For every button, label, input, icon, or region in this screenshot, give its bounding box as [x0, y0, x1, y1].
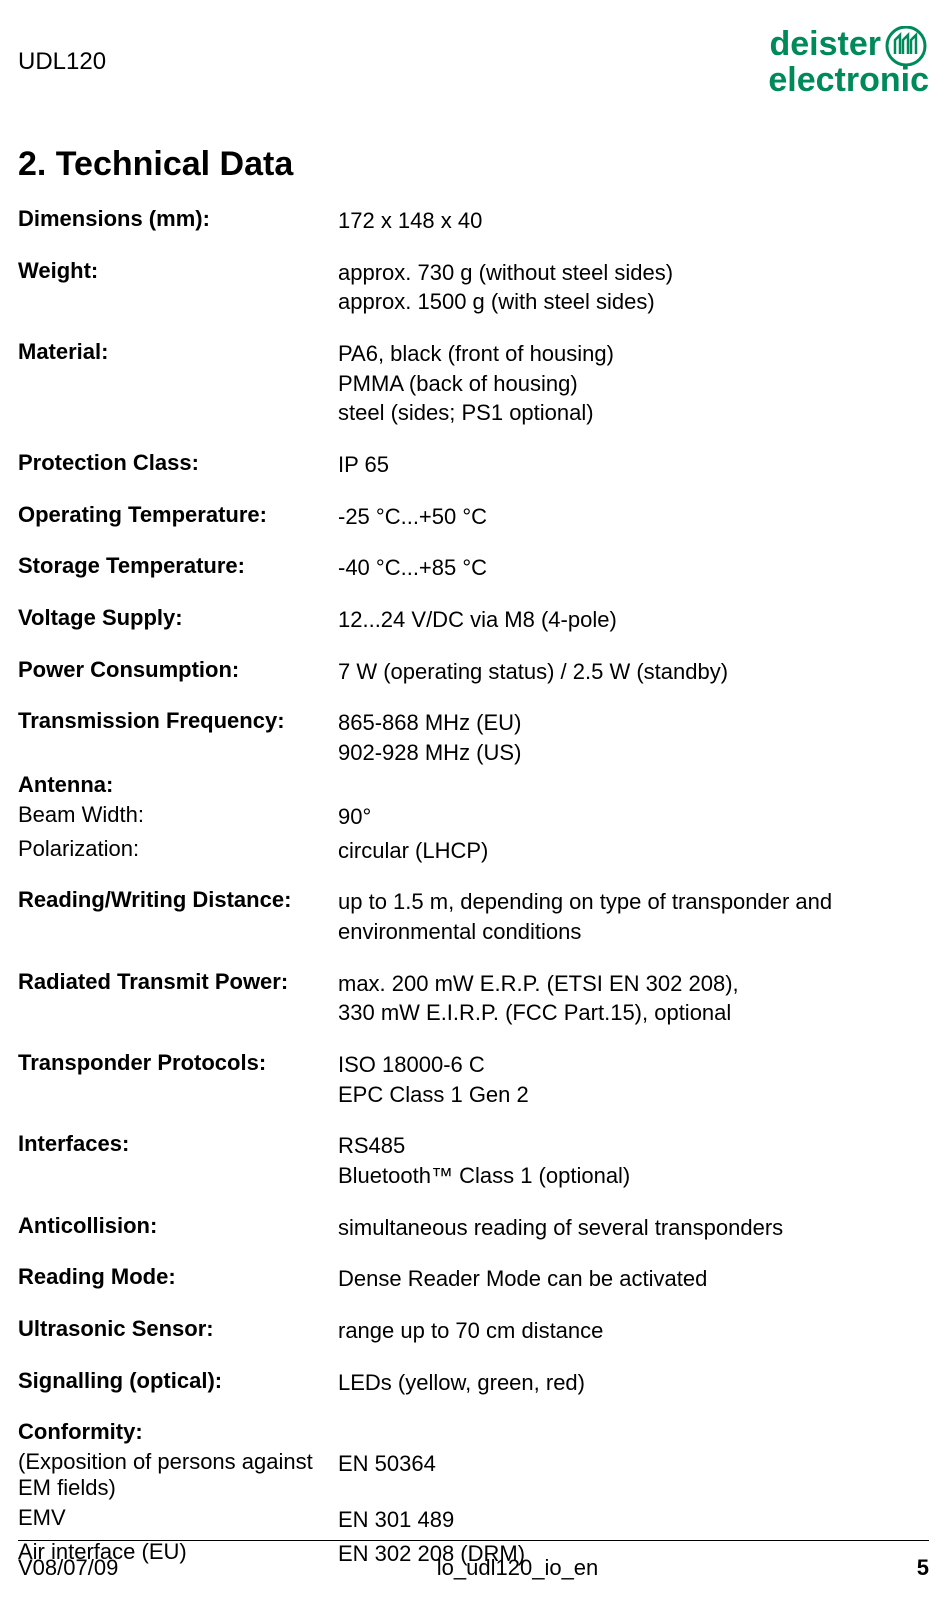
spec-value: 12...24 V/DC via M8 (4-pole) — [338, 605, 929, 635]
spec-value: LEDs (yellow, green, red) — [338, 1368, 929, 1398]
spec-value: range up to 70 cm distance — [338, 1316, 929, 1346]
spec-value: EN 50364 — [338, 1449, 929, 1479]
spec-label: Reading Mode: — [18, 1264, 338, 1290]
spec-label: Voltage Supply: — [18, 605, 338, 631]
spec-value: circular (LHCP) — [338, 836, 929, 866]
spec-label: Transponder Protocols: — [18, 1050, 338, 1076]
spec-label: Dimensions (mm): — [18, 206, 338, 232]
spec-value: 172 x 148 x 40 — [338, 206, 929, 236]
spec-label: Operating Temperature: — [18, 502, 338, 528]
spec-label: Protection Class: — [18, 450, 338, 476]
spec-row: Operating Temperature:-25 °C...+50 °C — [18, 502, 929, 532]
spec-value: -25 °C...+50 °C — [338, 502, 929, 532]
logo-icon — [883, 26, 929, 66]
spec-label: Anticollision: — [18, 1213, 338, 1239]
spec-row: Voltage Supply:12...24 V/DC via M8 (4-po… — [18, 605, 929, 635]
spec-value: 7 W (operating status) / 2.5 W (standby) — [338, 657, 929, 687]
spec-label: Power Consumption: — [18, 657, 338, 683]
spec-row: Reading Mode:Dense Reader Mode can be ac… — [18, 1264, 929, 1294]
spec-row: EMVEN 301 489 — [18, 1505, 929, 1535]
spec-label: Weight: — [18, 258, 338, 284]
spec-label: Beam Width: — [18, 802, 338, 828]
spec-label: Ultrasonic Sensor: — [18, 1316, 338, 1342]
spec-row: Reading/Writing Distance:up to 1.5 m, de… — [18, 887, 929, 946]
spec-value: Dense Reader Mode can be activated — [338, 1264, 929, 1294]
page-footer: V08/07/09 lo_udl120_io_en 5 — [18, 1540, 929, 1581]
spec-row: Conformity: — [18, 1419, 929, 1445]
spec-row: Signalling (optical):LEDs (yellow, green… — [18, 1368, 929, 1398]
spec-row: Transmission Frequency:865-868 MHz (EU)9… — [18, 708, 929, 767]
footer-version: V08/07/09 — [18, 1555, 118, 1581]
spec-row: (Exposition of persons against EM fields… — [18, 1449, 929, 1501]
document-id: UDL120 — [18, 48, 106, 76]
spec-row: Beam Width:90° — [18, 802, 929, 832]
page-header: UDL120 deister electronic — [18, 30, 929, 95]
spec-label: Signalling (optical): — [18, 1368, 338, 1394]
spec-value: EN 301 489 — [338, 1505, 929, 1535]
spec-value: ISO 18000-6 CEPC Class 1 Gen 2 — [338, 1050, 929, 1109]
company-logo: deister electronic — [738, 30, 929, 95]
spec-label: Interfaces: — [18, 1131, 338, 1157]
spec-label: Material: — [18, 339, 338, 365]
spec-row: Dimensions (mm):172 x 148 x 40 — [18, 206, 929, 236]
spec-value: 90° — [338, 802, 929, 832]
spec-value: PA6, black (front of housing)PMMA (back … — [338, 339, 929, 428]
spec-label: (Exposition of persons against EM fields… — [18, 1449, 338, 1501]
spec-label: Radiated Transmit Power: — [18, 969, 338, 995]
spec-value: 865-868 MHz (EU)902-928 MHz (US) — [338, 708, 929, 767]
spec-row: Material:PA6, black (front of housing)PM… — [18, 339, 929, 428]
spec-value: simultaneous reading of several transpon… — [338, 1213, 929, 1243]
spec-row: Weight:approx. 730 g (without steel side… — [18, 258, 929, 317]
section-title: 2. Technical Data — [18, 145, 929, 184]
spec-value: max. 200 mW E.R.P. (ETSI EN 302 208),330… — [338, 969, 929, 1028]
spec-label: EMV — [18, 1505, 338, 1531]
spec-label: Antenna: — [18, 772, 338, 798]
spec-value: -40 °C...+85 °C — [338, 553, 929, 583]
spec-row: Protection Class:IP 65 — [18, 450, 929, 480]
spec-label: Reading/Writing Distance: — [18, 887, 338, 913]
spec-label: Transmission Frequency: — [18, 708, 338, 734]
spec-row: Power Consumption:7 W (operating status)… — [18, 657, 929, 687]
spec-row: Radiated Transmit Power:max. 200 mW E.R.… — [18, 969, 929, 1028]
footer-filename: lo_udl120_io_en — [437, 1555, 599, 1581]
spec-label: Conformity: — [18, 1419, 338, 1445]
spec-row: Storage Temperature:-40 °C...+85 °C — [18, 553, 929, 583]
logo-text-2: electronic — [768, 66, 929, 95]
spec-row: Ultrasonic Sensor:range up to 70 cm dist… — [18, 1316, 929, 1346]
spec-label: Storage Temperature: — [18, 553, 338, 579]
spec-row: Polarization:circular (LHCP) — [18, 836, 929, 866]
spec-value: approx. 730 g (without steel sides)appro… — [338, 258, 929, 317]
spec-row: Anticollision:simultaneous reading of se… — [18, 1213, 929, 1243]
spec-row: Transponder Protocols:ISO 18000-6 CEPC C… — [18, 1050, 929, 1109]
footer-page-number: 5 — [917, 1555, 929, 1581]
spec-row: Antenna: — [18, 772, 929, 798]
spec-value: IP 65 — [338, 450, 929, 480]
spec-label: Polarization: — [18, 836, 338, 862]
logo-text-1: deister — [770, 25, 882, 63]
specs-table: Dimensions (mm):172 x 148 x 40Weight:app… — [18, 206, 929, 1569]
spec-value: up to 1.5 m, depending on type of transp… — [338, 887, 929, 946]
spec-value: RS485Bluetooth™ Class 1 (optional) — [338, 1131, 929, 1190]
spec-row: Interfaces:RS485Bluetooth™ Class 1 (opti… — [18, 1131, 929, 1190]
